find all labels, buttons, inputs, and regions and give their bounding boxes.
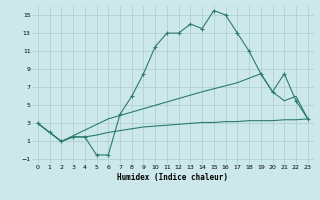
X-axis label: Humidex (Indice chaleur): Humidex (Indice chaleur) (117, 173, 228, 182)
